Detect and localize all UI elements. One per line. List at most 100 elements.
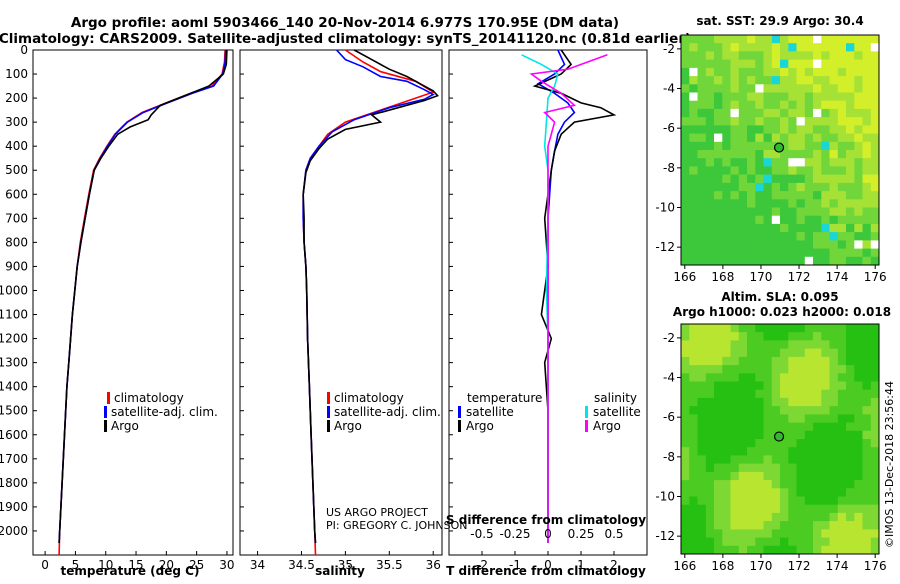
x-tick-label: 34.5 (288, 558, 315, 572)
map-cell (689, 150, 698, 159)
map-cell (829, 59, 839, 69)
map-cell (714, 117, 723, 126)
map-cell (755, 67, 764, 77)
map-cell (689, 340, 698, 349)
map-cell (788, 545, 797, 555)
map-y-tick-label: -6 (663, 121, 675, 135)
depth-tick-label: 1500 (0, 404, 28, 418)
map-cell (837, 389, 847, 399)
map-cell (730, 174, 740, 184)
map-cell (755, 35, 764, 44)
map-cell (796, 422, 806, 432)
map-cell (829, 406, 839, 415)
map-cell (738, 223, 748, 233)
map-cell (738, 496, 748, 506)
map-cell (846, 92, 855, 102)
map-cell (804, 356, 814, 366)
map-cell (747, 76, 756, 85)
map-cell (755, 141, 764, 151)
map-cell (771, 191, 781, 200)
map-cell (829, 504, 839, 514)
map-cell (705, 150, 715, 159)
map-cell (730, 158, 740, 167)
map-cell (862, 488, 872, 497)
map-cell (697, 381, 707, 391)
map-cell (747, 529, 756, 538)
map-cell (705, 35, 715, 44)
series-line-argo (58, 49, 228, 544)
map-cell (870, 512, 880, 522)
map-cell (714, 447, 723, 456)
map-cell (813, 117, 822, 126)
map-cell (705, 158, 715, 167)
map-cell (755, 232, 764, 241)
map-cell (722, 133, 731, 143)
map-cell (763, 84, 773, 93)
map-cell (821, 232, 830, 241)
map-cell (771, 59, 781, 69)
temperature-legend-satellite: satellite-adj. clim. (111, 405, 218, 419)
map-cell (796, 471, 806, 481)
map-cell (730, 332, 740, 341)
map-cell (780, 397, 789, 407)
map-cell (771, 397, 781, 407)
map-cell (804, 504, 814, 514)
sla-map-title: Altim. SLA: 0.095 (721, 290, 838, 304)
map-cell (763, 389, 773, 399)
map-cell (870, 51, 880, 60)
map-cell (862, 84, 872, 93)
map-cell (804, 84, 814, 93)
map-cell (846, 35, 855, 44)
map-cell (738, 447, 748, 456)
map-cell (870, 504, 880, 514)
map-cell (738, 373, 748, 382)
map-cell (747, 512, 756, 522)
map-cell (738, 504, 748, 514)
x-tick-label: 34 (250, 558, 265, 572)
map-cell (747, 430, 756, 440)
map-cell (755, 223, 764, 233)
map-cell (870, 422, 880, 432)
map-cell (796, 455, 806, 464)
map-cell (837, 414, 847, 423)
map-cell (738, 422, 748, 432)
map-cell (821, 76, 830, 85)
map-cell (870, 141, 880, 151)
map-cell (722, 365, 731, 374)
map-cell (870, 340, 880, 349)
map-cell (821, 108, 830, 118)
map-cell (689, 430, 698, 440)
map-cell (714, 373, 723, 382)
map-cell (804, 480, 814, 489)
map-cell (722, 397, 731, 407)
map-cell (870, 174, 880, 184)
map-cell (862, 215, 872, 225)
map-cell (714, 51, 723, 60)
map-cell (714, 67, 723, 77)
map-cell (780, 76, 789, 85)
map-cell (771, 406, 781, 415)
map-cell (771, 480, 781, 489)
map-cell (870, 100, 880, 110)
map-cell (747, 141, 756, 151)
map-cell (862, 414, 872, 423)
map-cell (804, 406, 814, 415)
map-cell (730, 512, 740, 522)
map-cell (755, 512, 764, 522)
map-cell (689, 512, 698, 522)
map-cell (697, 150, 707, 159)
map-cell (681, 356, 690, 366)
map-x-tick-label: 170 (750, 270, 773, 284)
map-cell (697, 496, 707, 506)
map-cell (705, 455, 715, 464)
map-cell (788, 232, 797, 241)
map-cell (837, 232, 847, 241)
map-cell (837, 76, 847, 85)
map-cell (804, 256, 814, 266)
map-cell (837, 59, 847, 69)
map-cell (862, 182, 872, 192)
map-cell (689, 174, 698, 184)
map-cell (862, 166, 872, 175)
map-cell (813, 439, 822, 448)
map-cell (755, 92, 764, 102)
